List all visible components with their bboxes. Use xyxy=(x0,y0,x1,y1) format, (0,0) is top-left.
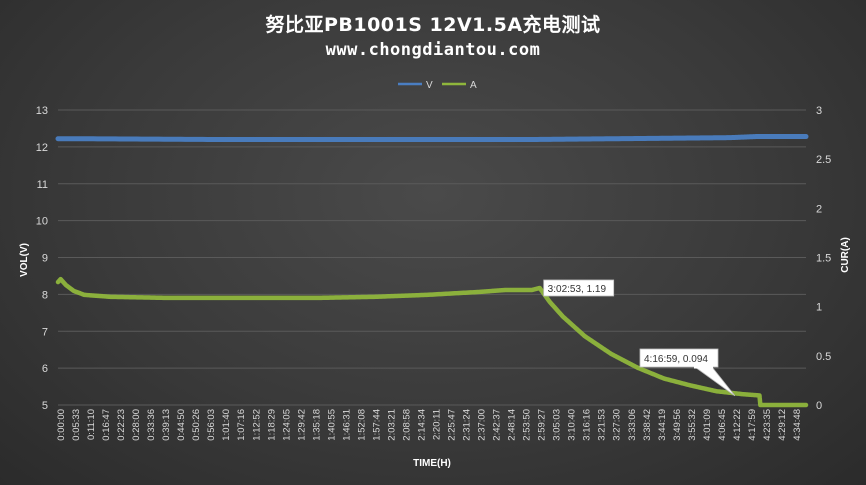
x-tick-label: 0:16:47 xyxy=(101,409,112,441)
x-tick-label: 0:11:10 xyxy=(86,409,97,440)
x-tick-label: 3:21:53 xyxy=(597,409,608,441)
x-tick-label: 3:16:16 xyxy=(582,409,593,441)
x-tick-label: 2:25:47 xyxy=(447,409,458,441)
annotation-box xyxy=(639,348,719,368)
x-tick-label: 2:31:24 xyxy=(462,409,473,441)
y-right-tick-label: 1.5 xyxy=(816,253,831,265)
x-tick-label: 2:48:14 xyxy=(507,409,518,441)
x-tick-label: 0:33:36 xyxy=(146,409,157,441)
x-tick-label: 2:14:34 xyxy=(416,409,427,441)
series-line-A xyxy=(55,276,809,408)
x-tick-label: 2:20:11 xyxy=(432,409,443,440)
x-tick-label: 2:42:37 xyxy=(492,409,503,441)
y-left-tick-label: 6 xyxy=(42,363,48,375)
x-tick-label: 3:05:03 xyxy=(552,409,563,441)
x-tick-label: 1:12:52 xyxy=(251,409,262,441)
x-tick-label: 0:56:03 xyxy=(206,409,217,441)
x-tick-label: 2:53:50 xyxy=(522,409,533,441)
x-tick-label: 1:46:31 xyxy=(341,409,352,441)
y-left-tick-label: 9 xyxy=(42,253,48,265)
x-tick-label: 2:03:21 xyxy=(386,409,397,441)
x-tick-label: 0:22:23 xyxy=(116,409,127,441)
x-axis-label: TIME(H) xyxy=(413,458,451,469)
y-axis-left-label: VOL(V) xyxy=(19,243,30,277)
x-tick-label: 0:05:33 xyxy=(71,409,82,441)
y-left-tick-label: 5 xyxy=(42,400,48,412)
annotations: 3:02:53, 1.19 4:16:59, 0.094 xyxy=(543,279,736,397)
y-right-tick-label: 0 xyxy=(816,400,822,412)
x-tick-label: 1:24:05 xyxy=(281,409,292,441)
y-axis-right-label: CUR(A) xyxy=(840,237,851,273)
x-tick-label: 1:35:18 xyxy=(311,409,322,441)
x-tick-label: 1:01:40 xyxy=(221,409,232,441)
annotation-box xyxy=(543,279,615,297)
y-right-tick-label: 3 xyxy=(816,105,822,117)
gridlines xyxy=(58,109,806,406)
x-tick-label: 0:00:00 xyxy=(56,409,67,441)
y-left-tick-label: 7 xyxy=(42,326,48,338)
x-tick-label: 3:44:19 xyxy=(657,409,668,441)
x-tick-label: 3:49:56 xyxy=(672,409,683,441)
x-tick-label: 1:40:55 xyxy=(326,409,337,441)
x-tick-label: 1:07:16 xyxy=(236,409,247,441)
x-tick-label: 3:27:30 xyxy=(612,409,623,441)
x-tick-label: 3:33:06 xyxy=(627,409,638,441)
x-tick-label: 0:44:50 xyxy=(176,409,187,441)
series-line-V xyxy=(55,134,809,142)
x-axis-ticks: 0:00:00 0:05:33 0:11:10 0:16:47 0:22:23 0:28:… xyxy=(56,409,803,441)
y-left-tick-label: 10 xyxy=(36,216,48,228)
x-tick-label: 3:10:40 xyxy=(567,409,578,441)
x-tick-label: 2:59:27 xyxy=(537,409,548,441)
legend-label-V: V xyxy=(426,80,433,91)
y-left-tick-label: 11 xyxy=(37,179,48,191)
x-tick-label: 1:57:44 xyxy=(371,409,382,441)
x-tick-label: 4:34:48 xyxy=(792,409,803,441)
y-right-tick-label: 2.5 xyxy=(816,154,831,166)
x-tick-label: 1:29:42 xyxy=(296,409,307,441)
annotation-pointer-join xyxy=(694,365,713,369)
y-right-tick-label: 2 xyxy=(816,203,822,215)
x-tick-label: 3:38:42 xyxy=(642,409,653,441)
chart-title: 努比亚PB1001S 12V1.5A充电测试 xyxy=(265,14,601,36)
legend-label-A: A xyxy=(470,80,477,91)
y-axis-right-ticks: 0 0.5 1 1.5 2 2.5 3 xyxy=(816,105,831,412)
y-axis-left-ticks: 5 6 7 8 9 10 11 12 13 xyxy=(36,105,48,412)
x-tick-label: 2:37:00 xyxy=(477,409,488,441)
annotation-label: 4:16:59, 0.094 xyxy=(644,354,708,365)
x-tick-label: 4:12:22 xyxy=(732,409,743,441)
x-tick-label: 4:01:09 xyxy=(702,409,713,441)
x-tick-label: 0:39:13 xyxy=(161,409,172,441)
x-tick-label: 0:50:26 xyxy=(191,409,202,441)
series-lines xyxy=(55,134,809,408)
chart-subtitle: www.chongdiantou.com xyxy=(325,40,541,60)
x-tick-label: 4:23:35 xyxy=(762,409,773,441)
y-left-tick-label: 12 xyxy=(36,142,48,154)
x-tick-label: 3:55:32 xyxy=(687,409,698,441)
y-right-tick-label: 1 xyxy=(816,302,822,314)
x-tick-label: 1:52:08 xyxy=(356,409,367,441)
x-tick-label: 1:18:29 xyxy=(266,409,277,441)
x-tick-label: 4:06:45 xyxy=(717,409,728,441)
y-left-tick-label: 13 xyxy=(36,105,48,117)
x-tick-label: 0:28:00 xyxy=(131,409,142,441)
x-tick-label: 4:17:59 xyxy=(747,409,758,441)
x-tick-label: 2:08:58 xyxy=(401,409,412,441)
annotation-label: 3:02:53, 1.19 xyxy=(548,284,607,295)
y-left-tick-label: 8 xyxy=(42,289,48,301)
x-tick-label: 4:29:12 xyxy=(777,409,788,441)
y-right-tick-label: 0.5 xyxy=(816,351,831,363)
